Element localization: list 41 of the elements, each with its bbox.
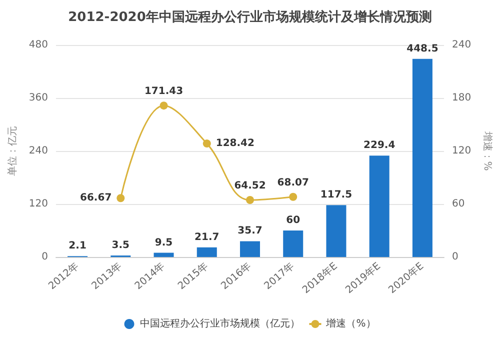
- point: [289, 192, 298, 201]
- data-label: 171.43: [144, 86, 184, 98]
- data-label: 117.5: [320, 190, 352, 201]
- bar: [283, 230, 304, 257]
- chart-title: 2012-2020年中国远程办公行业市场规模统计及增长情况预测: [68, 9, 432, 25]
- y-tick-label: 360: [28, 92, 48, 104]
- data-label: 60: [286, 215, 300, 226]
- y-tick-label: 0: [42, 252, 48, 262]
- y2-tick-label: 240: [452, 40, 472, 50]
- y-tick-label: 480: [28, 40, 48, 50]
- legend-label: 增速（%）: [325, 318, 376, 330]
- data-label: 21.7: [194, 232, 220, 243]
- data-label: 128.42: [216, 138, 255, 150]
- point: [116, 194, 125, 202]
- y2-tick-label: 0: [452, 252, 458, 262]
- y-axis-title: 单位：亿元: [6, 126, 18, 176]
- bar: [154, 252, 174, 257]
- point: [202, 140, 211, 148]
- data-label: 9.5: [154, 237, 173, 248]
- bar: [369, 156, 390, 257]
- point: [160, 102, 168, 110]
- legend-label: 中国远程办公行业市场规模（亿元）: [140, 318, 300, 330]
- y2-tick-label: 120: [452, 146, 472, 156]
- bar: [240, 241, 260, 257]
- data-label: 229.4: [364, 140, 396, 152]
- data-label: 448.5: [406, 43, 438, 54]
- y2-axis-title: 增速：%: [482, 130, 494, 171]
- data-label: 68.07: [277, 177, 309, 188]
- y-tick-label: 120: [28, 198, 48, 210]
- bar: [196, 247, 217, 257]
- y-tick-label: 240: [28, 146, 48, 156]
- data-label: 35.7: [238, 226, 262, 237]
- data-label: 2.1: [68, 240, 86, 252]
- bar: [326, 205, 346, 257]
- bar: [412, 58, 432, 257]
- y2-tick-label: 60: [452, 198, 465, 210]
- data-label: 3.5: [112, 240, 130, 251]
- data-label: 66.67: [80, 192, 112, 204]
- y2-tick-label: 180: [452, 92, 472, 104]
- point: [246, 196, 254, 204]
- data-label: 64.52: [234, 180, 266, 192]
